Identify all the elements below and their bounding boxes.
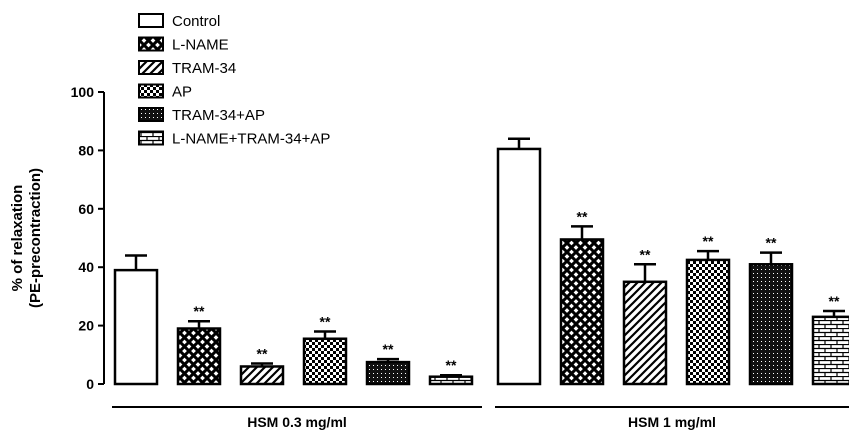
bar-group-2-TRAM-34: **: [622, 246, 668, 386]
bar: [365, 360, 411, 386]
bar: [622, 280, 668, 386]
significance-marker: **: [829, 293, 840, 309]
y-tick-label-0: 0: [86, 376, 94, 392]
bar-group-1-TRAM-34: **: [239, 346, 285, 386]
bar: [176, 327, 222, 386]
bar-group-1-AP: **: [302, 313, 348, 386]
significance-marker: **: [320, 313, 331, 329]
legend-label: L-NAME: [172, 37, 229, 54]
bar-group-2-L-NAME+TRAM-34+AP: **: [811, 293, 849, 386]
significance-marker: **: [766, 235, 777, 251]
legend-item-TRAM-34: TRAM-34: [138, 60, 236, 77]
bar: [811, 315, 849, 386]
legend-label: L-NAME+TRAM-34+AP: [172, 131, 330, 148]
bar: [685, 258, 731, 386]
y-tick-label-100: 100: [71, 84, 95, 100]
group-label-1: HSM 0.3 mg/ml: [247, 414, 347, 430]
significance-marker: **: [577, 208, 588, 224]
group-axis: HSM 0.3 mg/ml HSM 1 mg/ml: [112, 406, 849, 430]
bar-group-1-Control: [113, 254, 159, 386]
legend-item-TRAM-34+AP: TRAM-34+AP: [138, 107, 265, 124]
bar-group-1-L-NAME+TRAM-34+AP: **: [428, 357, 474, 386]
bar-group-2-L-NAME: **: [559, 208, 605, 386]
bars: ** ** ** ** ** ** ** ** ** **: [113, 137, 849, 386]
legend-item-AP: AP: [138, 83, 192, 101]
bar-group-2-TRAM-34+AP: **: [748, 235, 794, 386]
bar-group-2-Control: [496, 137, 542, 386]
bar: [496, 147, 542, 386]
bar-group-2-AP: **: [685, 233, 731, 386]
legend-label: TRAM-34+AP: [172, 107, 265, 124]
bar-group-1-TRAM-34+AP: **: [365, 341, 411, 386]
bar: [239, 365, 285, 386]
legend-swatch: [138, 60, 164, 75]
legend-swatch: [138, 13, 164, 28]
significance-marker: **: [194, 303, 205, 319]
legend-label: Control: [172, 13, 220, 30]
y-tick-label-80: 80: [78, 142, 94, 158]
legend-swatch: [138, 36, 164, 52]
bar: [748, 263, 794, 386]
legend-item-L-NAME+TRAM-34+AP: L-NAME+TRAM-34+AP: [138, 130, 330, 148]
y-axis-title: % of relaxation (PE-precontraction): [9, 168, 44, 308]
significance-marker: **: [640, 246, 651, 262]
y-tick-label-20: 20: [78, 318, 94, 334]
bar: [302, 337, 348, 386]
significance-marker: **: [703, 233, 714, 249]
y-axis-title-line2: (PE-precontraction): [27, 168, 44, 308]
bar: [428, 375, 474, 386]
legend-label: TRAM-34: [172, 60, 236, 77]
y-axis-title-line1: % of relaxation: [9, 185, 26, 292]
significance-marker: **: [383, 341, 394, 357]
bar: [113, 268, 159, 386]
y-tick-label-40: 40: [78, 259, 94, 275]
y-axis: 0 20 40 60 80 100: [71, 84, 105, 392]
significance-marker: **: [446, 357, 457, 373]
y-tick-label-60: 60: [78, 201, 94, 217]
legend-swatch: [138, 130, 164, 146]
legend: Control L-NAME TRAM-34 AP TRAM-34+AP L-NAME+T…: [138, 13, 330, 148]
legend-swatch: [138, 83, 164, 99]
bar: [559, 238, 605, 386]
bar-group-1-L-NAME: **: [176, 303, 222, 386]
legend-item-L-NAME: L-NAME: [138, 36, 229, 54]
group-label-2: HSM 1 mg/ml: [628, 414, 716, 430]
legend-item-Control: Control: [138, 13, 220, 30]
legend-swatch: [138, 107, 164, 122]
legend-label: AP: [172, 84, 192, 101]
significance-marker: **: [257, 346, 268, 362]
